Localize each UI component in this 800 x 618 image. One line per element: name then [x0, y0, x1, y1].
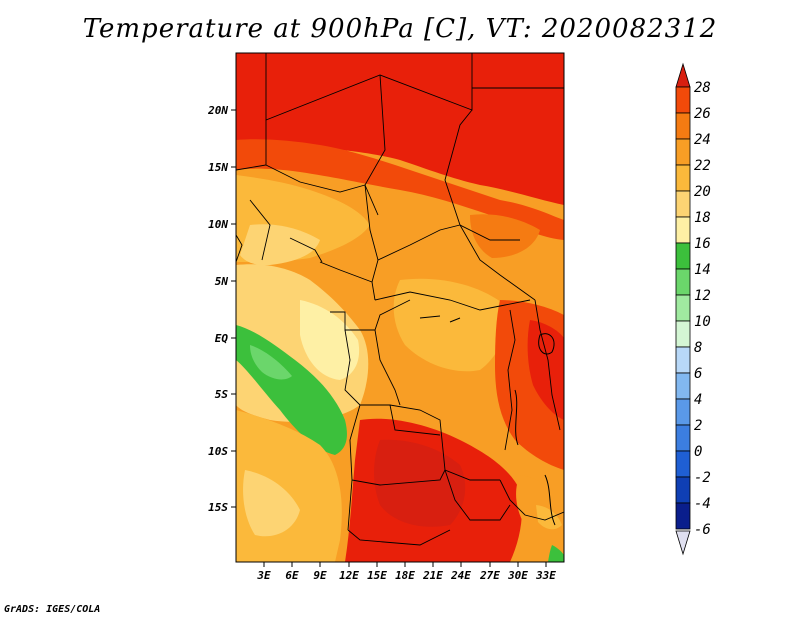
credit-text: GrADS: IGES/COLA [4, 604, 101, 615]
colorbar-box [675, 86, 691, 114]
map-frame [235, 52, 565, 563]
lat-axis: 20N 15N 10N 5N EQ 5S 10S 15S [207, 104, 236, 514]
lon-label-18e: 18E [395, 569, 415, 582]
colorbar-box [675, 424, 691, 452]
colorbar-box [675, 398, 691, 426]
lon-label-3e: 3E [256, 569, 271, 582]
colorbar-label: 4 [694, 392, 702, 408]
lon-label-30e: 30E [507, 569, 528, 582]
colorbar: 28 26 24 22 20 18 16 14 12 10 8 6 4 2 0 … [675, 62, 711, 556]
colorbar-box [675, 476, 691, 504]
lat-label-20n: 20N [207, 104, 228, 117]
colorbar-label: 8 [694, 340, 702, 356]
colorbar-label: 10 [694, 314, 711, 330]
lakes [419, 315, 556, 526]
temperature-field [236, 53, 564, 562]
colorbar-box [675, 112, 691, 140]
lat-label-10s: 10S [208, 445, 228, 458]
lon-label-24e: 24E [450, 569, 471, 582]
lat-label-5s: 5S [215, 388, 229, 401]
colorbar-label: -2 [694, 470, 711, 486]
colorbar-box [675, 450, 691, 478]
colorbar-box [675, 372, 691, 400]
map-title: Temperature at 900hPa [C], VT: 202008231… [82, 14, 718, 44]
colorbar-box [675, 138, 691, 166]
colorbar-top-arrow [675, 62, 691, 88]
lon-label-21e: 21E [422, 569, 443, 582]
lon-label-6e: 6E [285, 569, 299, 582]
lon-label-33e: 33E [535, 569, 556, 582]
colorbar-box [675, 242, 691, 270]
colorbar-label: 12 [694, 288, 711, 304]
colorbar-bottom-arrow [675, 530, 691, 556]
colorbar-label: 22 [694, 158, 711, 174]
lat-label-15n: 15N [208, 161, 228, 174]
lon-axis: 3E 6E 9E 12E 15E 18E 21E 24E 27E 30E 33E [256, 562, 556, 582]
colorbar-label: -4 [694, 496, 711, 512]
colorbar-label: 6 [694, 366, 702, 382]
colorbar-label: 24 [694, 132, 711, 148]
lon-label-15e: 15E [367, 569, 387, 582]
colorbar-box [675, 502, 691, 530]
lat-label-15s: 15S [208, 501, 228, 514]
colorbar-labels: 28 26 24 22 20 18 16 14 12 10 8 6 4 2 0 … [694, 80, 711, 538]
lat-label-5n: 5N [215, 275, 229, 288]
lat-label-10n: 10N [208, 218, 228, 231]
colorbar-box [675, 346, 691, 374]
lon-label-12e: 12E [339, 569, 359, 582]
colorbar-box [675, 268, 691, 296]
colorbar-box [675, 320, 691, 348]
colorbar-box [675, 216, 691, 244]
lon-label-9e: 9E [313, 569, 327, 582]
colorbar-box [675, 164, 691, 192]
colorbar-label: 18 [694, 210, 711, 226]
colorbar-label: 26 [694, 106, 711, 122]
lon-label-27e: 27E [479, 569, 500, 582]
colorbar-boxes [675, 86, 691, 530]
colorbar-label: 28 [694, 80, 711, 96]
colorbar-label: 20 [694, 184, 711, 200]
country-borders [236, 53, 564, 546]
colorbar-label: 2 [694, 418, 702, 434]
colorbar-box [675, 294, 691, 322]
colorbar-label: 16 [694, 236, 711, 252]
lat-label-eq: EQ [215, 332, 229, 345]
colorbar-label: 14 [694, 262, 711, 278]
colorbar-box [675, 190, 691, 218]
colorbar-label: -6 [694, 522, 711, 538]
colorbar-label: 0 [694, 444, 702, 460]
